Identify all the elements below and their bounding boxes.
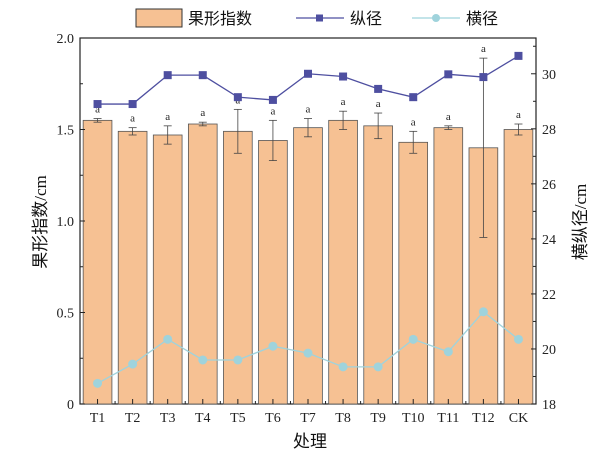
x-tick-label-T10: T10: [402, 411, 425, 426]
y-axis-left-title: 果形指数/cm: [31, 175, 51, 269]
svg-text:横纵径/cm: 横纵径/cm: [571, 184, 591, 261]
y-right-tick-label: 28: [542, 123, 556, 138]
point-2-T8: [338, 362, 348, 372]
legend-line2-marker: [432, 14, 440, 22]
significance-label-T4: a: [200, 107, 205, 119]
y-axis-right-title: 横纵径/cm: [571, 184, 591, 261]
point-1-CK: [514, 51, 523, 60]
legend-bar-label: 果形指数: [188, 9, 252, 28]
series-line-1: [97, 55, 519, 105]
y-right-tick-label: 20: [542, 343, 556, 358]
point-2-T10: [408, 334, 418, 344]
bar-T6: [258, 140, 288, 405]
point-2-CK: [513, 334, 523, 344]
plot-area: aaaaaaaaaaaaa00.51.01.52.018202224262830…: [57, 32, 557, 426]
y-axis-right-title-unit: /cm: [571, 184, 590, 210]
bar-CK: [503, 129, 534, 405]
point-1-T4: [198, 71, 207, 80]
x-tick-label-T1: T1: [90, 411, 106, 426]
point-1-T1: [93, 100, 102, 109]
svg-text:果形指数/cm: 果形指数/cm: [31, 175, 51, 269]
x-axis-title: 处理: [293, 432, 327, 452]
y-axis-left-title-unit: /cm: [31, 175, 50, 201]
point-1-T11: [444, 70, 453, 79]
significance-label-T10: a: [411, 116, 416, 128]
point-2-T3: [163, 334, 173, 344]
legend-bar-swatch: [135, 8, 183, 28]
bar-T10: [398, 141, 429, 405]
y-axis-left-title-main: 果形指数: [31, 201, 51, 269]
y-left-tick-label: 0.5: [57, 307, 75, 322]
point-2-T7: [303, 348, 313, 358]
significance-label-T1: a: [95, 104, 100, 116]
point-2-T12: [478, 307, 488, 317]
point-2-T6: [268, 341, 278, 351]
x-tick-label-T3: T3: [160, 411, 176, 426]
y-right-tick-label: 24: [542, 233, 556, 248]
point-2-T4: [198, 355, 208, 365]
significance-label-T7: a: [306, 104, 311, 116]
point-2-T11: [443, 347, 453, 357]
x-tick-label-T6: T6: [265, 411, 281, 426]
point-1-T6: [268, 95, 277, 104]
x-tick-label-T11: T11: [437, 411, 459, 426]
significance-label-T8: a: [341, 96, 346, 108]
legend-line1-marker: [316, 14, 323, 22]
point-1-T9: [374, 84, 383, 93]
y-right-tick-label: 18: [542, 398, 556, 413]
point-2-T2: [128, 359, 138, 369]
significance-label-T6: a: [270, 105, 275, 117]
y-left-tick-label: 1.5: [57, 124, 75, 139]
significance-label-T3: a: [165, 111, 170, 123]
y-left-tick-label: 0: [67, 398, 74, 413]
significance-label-T11: a: [446, 111, 451, 123]
bar-T1: [82, 119, 113, 405]
point-1-T5: [233, 93, 242, 102]
bar-T2: [117, 130, 148, 405]
y-left-tick-label: 2.0: [57, 32, 75, 47]
x-tick-label-T5: T5: [230, 411, 246, 426]
y-right-tick-label: 30: [542, 68, 556, 83]
bar-T9: [363, 125, 393, 405]
bar-T7: [293, 127, 323, 405]
legend-line1-label: 纵径: [350, 9, 382, 28]
significance-label-CK: a: [516, 109, 521, 121]
point-1-T2: [128, 100, 137, 109]
x-tick-label-T8: T8: [335, 411, 351, 426]
bar-T11: [433, 127, 464, 405]
bar-T8: [328, 119, 358, 405]
bar-T3: [152, 134, 183, 405]
point-1-T8: [339, 72, 348, 81]
point-1-T7: [304, 69, 312, 78]
y-right-tick-label: 26: [542, 178, 556, 193]
x-tick-label-CK: CK: [509, 411, 528, 426]
point-1-T12: [479, 73, 488, 82]
x-tick-label-T12: T12: [472, 411, 495, 426]
significance-label-T2: a: [130, 113, 135, 125]
legend: 果形指数 纵径 横径: [135, 8, 498, 28]
x-tick-label-T9: T9: [370, 411, 386, 426]
y-right-tick-label: 22: [542, 288, 556, 303]
significance-label-T12: a: [481, 43, 486, 55]
point-1-T10: [409, 93, 418, 102]
y-axis-right-title-main: 横纵径: [571, 209, 591, 260]
legend-line2-label: 横径: [466, 9, 498, 28]
point-2-T9: [373, 362, 383, 372]
x-tick-label-T2: T2: [125, 411, 141, 426]
point-2-T5: [233, 355, 243, 365]
x-tick-label-T7: T7: [300, 411, 316, 426]
significance-label-T9: a: [376, 98, 381, 110]
point-1-T3: [163, 71, 172, 80]
y-left-tick-label: 1.0: [57, 215, 75, 230]
x-tick-label-T4: T4: [195, 411, 211, 426]
point-2-T1: [93, 378, 103, 388]
